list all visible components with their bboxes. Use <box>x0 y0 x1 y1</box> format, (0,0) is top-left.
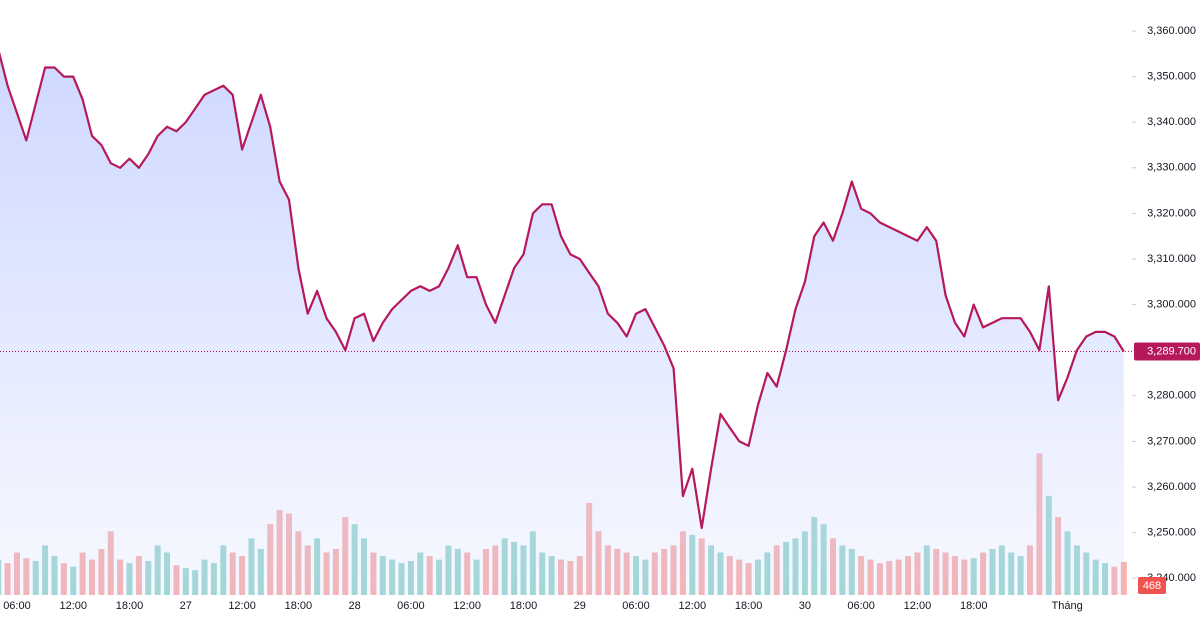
price-line <box>0 51 1125 530</box>
y-tick-label: 3,330.000 <box>1147 162 1196 174</box>
x-tick-label: 12:00 <box>228 600 256 612</box>
x-tick-label: 18:00 <box>116 600 144 612</box>
y-tick-label: 3,270.000 <box>1147 435 1196 447</box>
y-tick-label: 3,320.000 <box>1147 207 1196 219</box>
plot-area <box>0 51 1127 595</box>
last-price-label: 3,289.700 <box>1147 345 1196 357</box>
x-tick-label: Tháng <box>1052 600 1083 612</box>
area <box>0 56 1124 595</box>
x-tick-label: 18:00 <box>735 600 763 612</box>
volume-label: 468 <box>1143 580 1161 592</box>
x-tick-label: 27 <box>180 600 192 612</box>
x-tick-label: 18:00 <box>285 600 313 612</box>
x-tick-label: 29 <box>574 600 586 612</box>
volume-tag <box>1138 577 1166 594</box>
y-tick-label: 3,350.000 <box>1147 71 1196 83</box>
x-tick-label: 06:00 <box>3 600 31 612</box>
y-tick-label: 3,300.000 <box>1147 298 1196 310</box>
x-tick-label: 18:00 <box>510 600 538 612</box>
x-tick-label: 18:00 <box>960 600 988 612</box>
x-tick-label: 06:00 <box>397 600 425 612</box>
x-tick-label: 12:00 <box>904 600 932 612</box>
y-tick-label: 3,250.000 <box>1147 526 1196 538</box>
y-tick-label: 3,260.000 <box>1147 481 1196 493</box>
last-price-tag <box>1134 342 1200 361</box>
x-tick-label: 12:00 <box>453 600 481 612</box>
y-tick-label: 3,310.000 <box>1147 253 1196 265</box>
x-tick-label: 28 <box>349 600 361 612</box>
x-tick-label: 06:00 <box>622 600 650 612</box>
x-tick-label: 06:00 <box>847 600 875 612</box>
y-tick-label: 3,340.000 <box>1147 116 1196 128</box>
y-tick-label: 3,280.000 <box>1147 390 1196 402</box>
x-axis: 06:00 12:00 18:00 27 12:00 18:00 28 06:00 12:00 1… <box>3 600 1083 612</box>
x-tick-label: 30 <box>799 600 811 612</box>
x-tick-label: 12:00 <box>59 600 87 612</box>
x-tick-label: 12:00 <box>679 600 707 612</box>
y-tick-label: 3,360.000 <box>1147 25 1196 37</box>
